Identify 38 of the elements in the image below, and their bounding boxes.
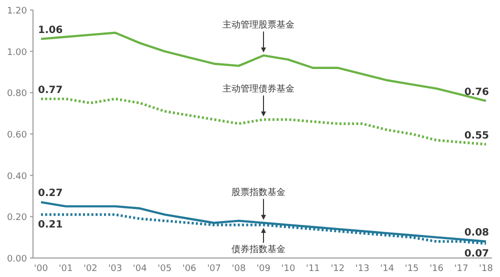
- annotation: 主动管理股票基金: [222, 19, 294, 30]
- x-tick-label: '13: [355, 264, 370, 274]
- x-tick-label: '15: [404, 264, 419, 274]
- data-label: 0.08: [464, 227, 490, 238]
- x-tick-label: '11: [306, 264, 320, 274]
- x-tick-label: '10: [281, 264, 296, 274]
- x-tick-label: '16: [430, 264, 444, 274]
- annotation: 主动管理债券基金: [222, 84, 294, 95]
- y-tick-label: 0.00: [6, 254, 28, 264]
- x-tick-label: '12: [330, 264, 345, 274]
- x-tick-label: '05: [158, 264, 172, 274]
- data-label: 0.27: [38, 188, 63, 200]
- y-tick-label: 1.00: [6, 48, 28, 58]
- x-tick-label: '04: [132, 264, 148, 274]
- x-tick-label: '07: [207, 264, 222, 274]
- x-tick-label: '17: [454, 264, 468, 274]
- y-tick-label: 1.20: [6, 6, 28, 16]
- x-tick-label: '02: [83, 264, 98, 274]
- y-tick-label: 0.80: [6, 89, 28, 100]
- x-tick-label: '03: [108, 264, 122, 274]
- data-label: 0.07: [464, 248, 490, 260]
- annotation: 股票指数基金: [232, 186, 286, 198]
- data-label: 1.06: [38, 24, 63, 36]
- data-label: 0.21: [38, 220, 63, 231]
- data-label: 0.76: [464, 86, 490, 98]
- x-tick-label: '08: [232, 264, 246, 274]
- x-tick-label: '06: [182, 264, 197, 274]
- y-tick-label: 0.40: [6, 172, 28, 182]
- x-tick-label: '09: [256, 264, 271, 274]
- x-tick-label: '18: [479, 264, 494, 274]
- x-tick-label: '01: [58, 264, 73, 274]
- data-label: 0.55: [464, 130, 490, 142]
- annotation: 债券指数基金: [232, 244, 286, 255]
- y-tick-label: 0.20: [6, 213, 28, 224]
- y-tick-label: 0.60: [6, 130, 28, 140]
- x-tick-label: '14: [380, 264, 394, 274]
- x-tick-label: '00: [34, 264, 48, 274]
- data-label: 0.77: [38, 84, 63, 96]
